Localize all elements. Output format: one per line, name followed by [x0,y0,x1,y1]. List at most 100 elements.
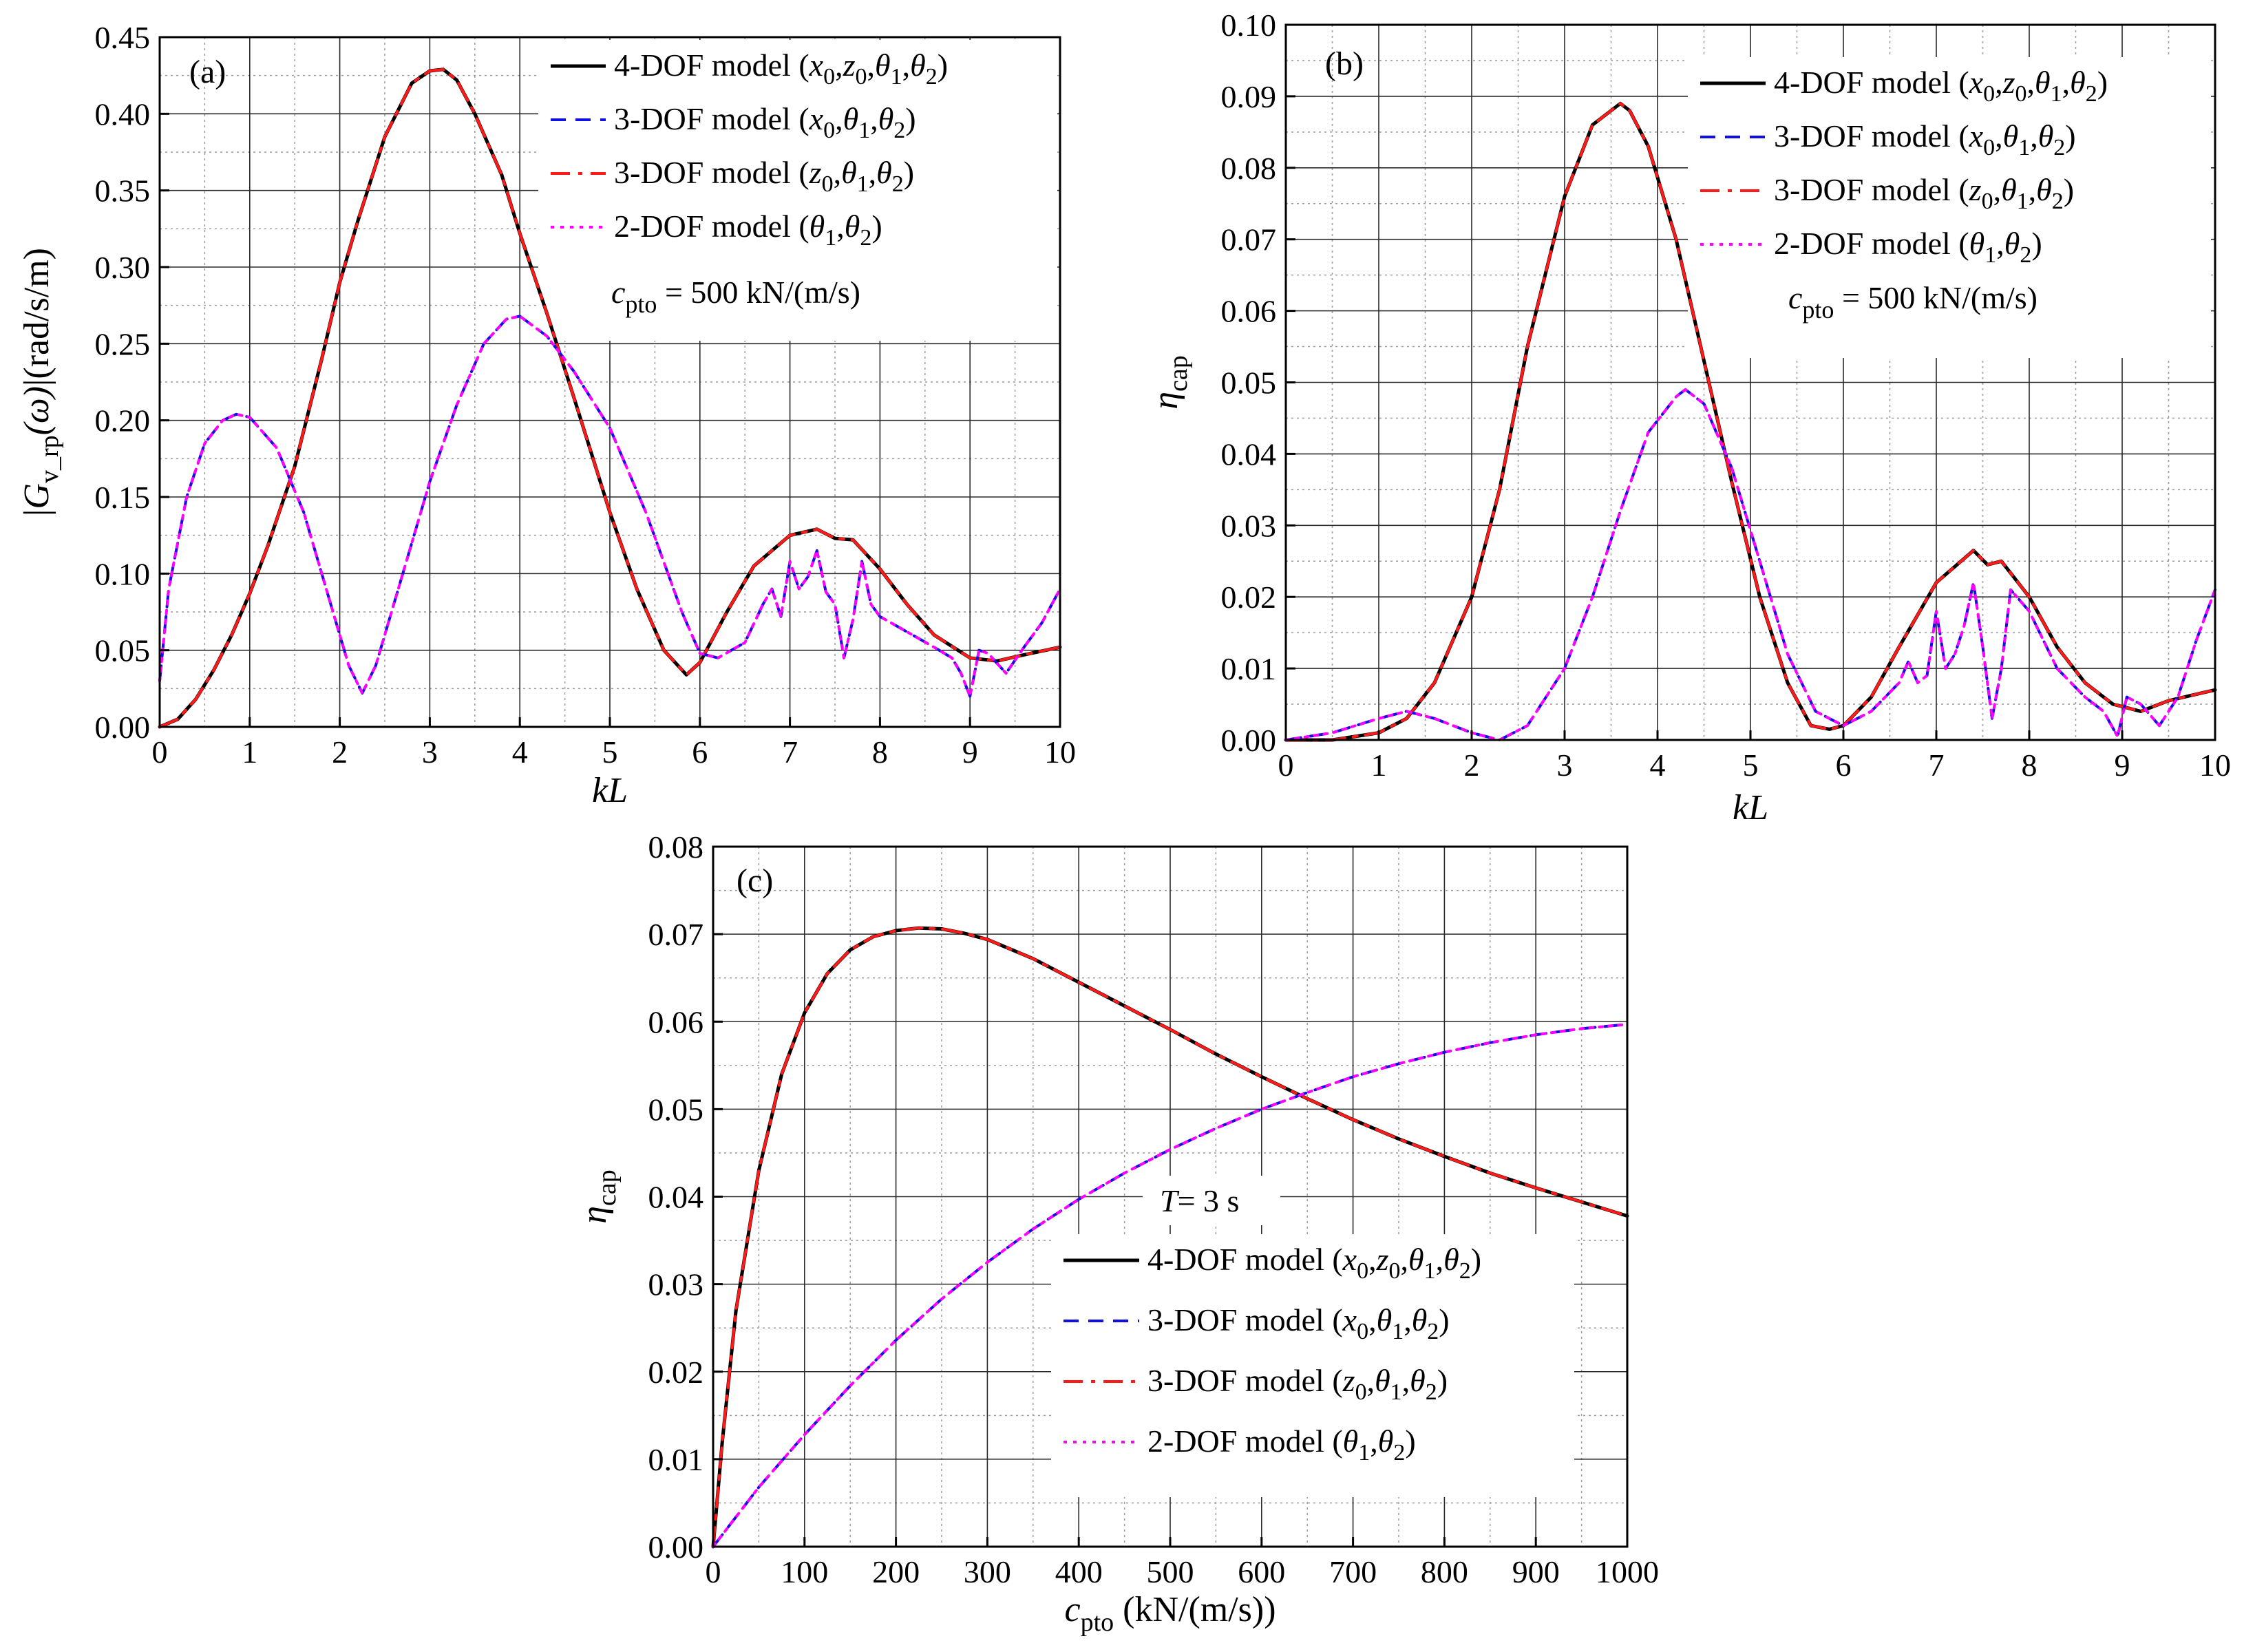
y-tick-label: 0.00 [1221,723,1277,758]
ticks: 0 1 2 3 4 5 6 7 8 9 10 0.00 0.05 0.10 0.15 0.20 0.25 0.30… [95,20,1077,770]
legend-label-1: 4-DOF model (x0,z0,θ1,θ2) [1147,1242,1481,1284]
legend-label-1: 4-DOF model (x0,z0,θ1,θ2) [1774,65,2108,107]
x-tick-label: 0 [152,734,168,770]
series-line-2 [1284,102,2216,741]
legend: 4-DOF model (x0,z0,θ1,θ2) 3-DOF model (x0… [551,47,948,251]
legend-background [538,40,1057,341]
x-tick-label: 100 [781,1554,828,1589]
y-tick-label: 0.03 [648,1267,704,1302]
y-tick-label: 0.02 [648,1355,704,1390]
y-axis-label: ηcap [1146,355,1193,410]
x-tick-label: 300 [964,1554,1011,1589]
chart-panel-a: 0 1 2 3 4 5 6 7 8 9 10 0.00 0.05 0.10 0.15 0.20 0.25 0.30… [17,20,1076,810]
y-tick-label: 0.05 [1221,366,1277,401]
y-tick-label: 0.07 [1221,222,1277,257]
x-tick-label: 3 [422,734,438,770]
y-tick-label: 0.04 [648,1180,704,1215]
legend-background [1051,1234,1574,1497]
annotation: cpto = 500 kN/(m/s) [611,275,860,318]
x-tick-label: 2 [1464,748,1480,783]
series-line-3 [1284,388,2216,741]
legend: 4-DOF model (x0,z0,θ1,θ2) 3-DOF model (x0… [1700,65,2108,268]
x-tick-label: 2 [332,734,348,770]
legend-label-3: 3-DOF model (z0,θ1,θ2) [1147,1363,1448,1405]
y-tick-label: 0.02 [1221,580,1277,615]
legend-label-2: 3-DOF model (x0,θ1,θ2) [1147,1302,1450,1344]
x-tick-label: 1 [242,734,257,770]
ticks: 0 1 2 3 4 5 6 7 8 9 10 0.00 0.01 0.02 0.03 0.04 0.05 0.06… [1221,8,2232,783]
x-tick-label: 500 [1147,1554,1194,1589]
x-tick-label: 0 [706,1554,721,1589]
x-tick-label: 8 [2022,748,2037,783]
series-line-2 [712,926,1629,1548]
y-tick-label: 0.35 [95,173,151,209]
y-tick-label: 0.08 [648,829,704,865]
y-tick-label: 0.40 [95,96,151,131]
x-tick-label: 700 [1329,1554,1377,1589]
x-tick-label: 9 [2115,748,2130,783]
series-line-4 [158,315,1061,698]
x-tick-label: 6 [1836,748,1852,783]
x-tick-label: 7 [1929,748,1945,783]
legend-label-4: 2-DOF model (θ1,θ2) [1147,1423,1416,1465]
y-tick-label: 0.15 [95,480,151,515]
legend-label-2: 3-DOF model (x0,θ1,θ2) [1774,118,2076,160]
y-tick-label: 0.25 [95,326,151,361]
legend-label-3: 3-DOF model (z0,θ1,θ2) [614,155,914,197]
series-group [1284,101,2217,742]
y-tick-label: 0.03 [1221,508,1277,543]
x-axis-label: cpto (kN/(m/s)) [1064,1590,1276,1637]
x-tick-label: 8 [872,734,888,770]
y-tick-label: 0.08 [1221,151,1277,186]
x-tick-label: 10 [2199,748,2231,783]
x-tick-label: 1000 [1596,1554,1659,1589]
annotation-background [1143,1176,1280,1225]
x-tick-label: 400 [1055,1554,1103,1589]
panel-label: (a) [189,54,226,90]
panel-label: (b) [1325,45,1364,82]
legend-background [1688,57,2211,358]
chart-panel-b: 0 1 2 3 4 5 6 7 8 9 10 0.00 0.01 0.02 0.03 0.04 0.05 0.06… [1146,8,2231,827]
x-tick-label: 9 [962,734,978,770]
y-tick-label: 0.00 [648,1529,704,1565]
legend-label-1: 4-DOF model (x0,z0,θ1,θ2) [614,47,948,89]
y-tick-label: 0.01 [1221,651,1277,686]
legend-label-2: 3-DOF model (x0,θ1,θ2) [614,101,916,143]
y-tick-label: 0.45 [95,20,151,55]
annotation: T= 3 s [1160,1183,1239,1218]
x-tick-label: 900 [1512,1554,1560,1589]
x-tick-label: 800 [1421,1554,1468,1589]
x-tick-label: 4 [1650,748,1666,783]
y-tick-label: 0.10 [95,556,151,591]
chart-panel-c: 0 100 200 300 400 500 600 700 800 900 1000 0.00 0.01… [575,829,1659,1637]
y-tick-label: 0.06 [1221,294,1277,329]
series-group [711,926,1629,1549]
x-tick-label: 0 [1278,748,1294,783]
legend-label-3: 3-DOF model (z0,θ1,θ2) [1774,172,2074,214]
ticks: 0 100 200 300 400 500 600 700 800 900 1000 0.00 0.01… [648,829,1660,1589]
y-axis-label: ηcap [575,1169,622,1224]
series-line-4 [712,1023,1629,1548]
legend: 4-DOF model (x0,z0,θ1,θ2) 3-DOF model (x0… [1063,1242,1481,1465]
x-tick-label: 7 [782,734,798,770]
y-tick-label: 0.06 [648,1004,704,1039]
x-tick-label: 200 [872,1554,920,1589]
y-tick-label: 0.07 [648,917,704,952]
x-tick-label: 5 [1743,748,1759,783]
x-tick-label: 600 [1238,1554,1285,1589]
legend-label-4: 2-DOF model (θ1,θ2) [1774,226,2042,268]
y-axis-label: |Gv_rp(ω)|(rad/s/m) [17,248,64,516]
x-axis-label: kL [592,771,628,810]
x-tick-label: 1 [1371,748,1387,783]
legend-label-4: 2-DOF model (θ1,θ2) [614,209,882,251]
y-tick-label: 0.10 [1221,8,1277,43]
series-group [158,67,1062,729]
y-tick-label: 0.05 [648,1092,704,1127]
annotation: cpto = 500 kN/(m/s) [1788,280,2037,324]
x-tick-label: 10 [1044,734,1076,770]
panel-label: (c) [737,862,773,899]
x-tick-label: 6 [692,734,708,770]
series-line-2 [158,67,1061,728]
y-tick-label: 0.09 [1221,79,1277,114]
